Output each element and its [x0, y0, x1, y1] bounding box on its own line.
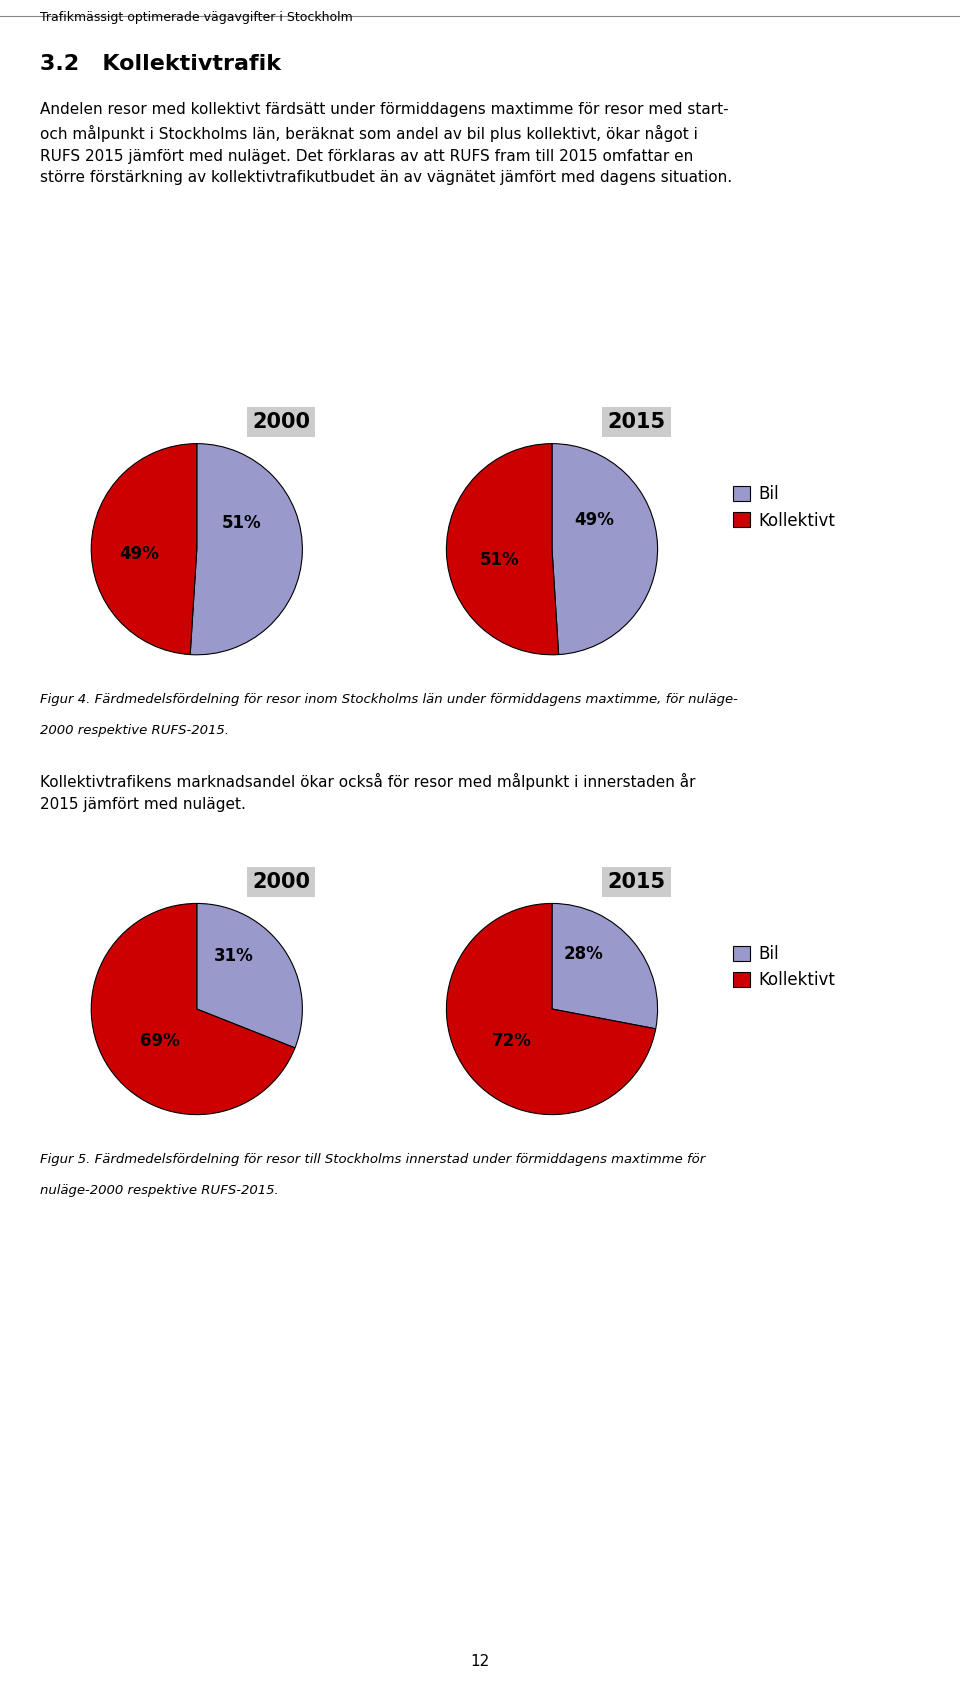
Wedge shape — [197, 903, 302, 1047]
Text: 49%: 49% — [574, 511, 614, 528]
Text: 51%: 51% — [479, 550, 519, 569]
Text: Kollektivtrafikens marknadsandel ökar också för resor med målpunkt i innerstaden: Kollektivtrafikens marknadsandel ökar oc… — [40, 773, 696, 812]
Text: nuläge-2000 respektive RUFS-2015.: nuläge-2000 respektive RUFS-2015. — [40, 1184, 279, 1197]
Text: 12: 12 — [470, 1654, 490, 1669]
Text: Andelen resor med kollektivt färdsätt under förmiddagens maxtimme för resor med : Andelen resor med kollektivt färdsätt un… — [40, 102, 732, 186]
Legend: Bil, Kollektivt: Bil, Kollektivt — [733, 945, 835, 989]
Text: 3.2   Kollektivtrafik: 3.2 Kollektivtrafik — [40, 54, 281, 75]
Text: 28%: 28% — [564, 945, 604, 964]
Text: Figur 4. Färdmedelsfördelning för resor inom Stockholms län under förmiddagens m: Figur 4. Färdmedelsfördelning för resor … — [40, 693, 738, 707]
Text: 49%: 49% — [119, 545, 158, 564]
Text: 2000: 2000 — [252, 412, 310, 433]
Wedge shape — [91, 443, 197, 654]
Text: 51%: 51% — [222, 514, 261, 531]
Wedge shape — [190, 443, 302, 654]
Text: 2015: 2015 — [608, 412, 665, 433]
Wedge shape — [552, 903, 658, 1029]
Wedge shape — [91, 903, 295, 1114]
Text: 2015: 2015 — [608, 872, 665, 892]
Text: Trafikmässigt optimerade vägavgifter i Stockholm: Trafikmässigt optimerade vägavgifter i S… — [40, 10, 353, 24]
Text: Figur 5. Färdmedelsfördelning för resor till Stockholms innerstad under förmidda: Figur 5. Färdmedelsfördelning för resor … — [40, 1153, 706, 1167]
Text: 2000 respektive RUFS-2015.: 2000 respektive RUFS-2015. — [40, 724, 229, 737]
Legend: Bil, Kollektivt: Bil, Kollektivt — [733, 485, 835, 530]
Text: 31%: 31% — [214, 947, 253, 966]
Wedge shape — [446, 443, 559, 654]
Text: 2000: 2000 — [252, 872, 310, 892]
Text: 69%: 69% — [140, 1032, 180, 1049]
Wedge shape — [552, 443, 658, 654]
Text: 72%: 72% — [492, 1032, 532, 1049]
Wedge shape — [446, 903, 656, 1114]
